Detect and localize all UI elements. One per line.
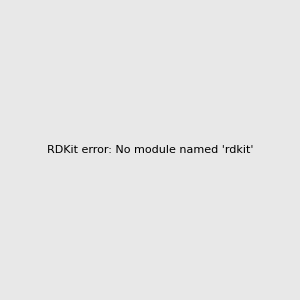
Text: RDKit error: No module named 'rdkit': RDKit error: No module named 'rdkit'	[47, 145, 253, 155]
